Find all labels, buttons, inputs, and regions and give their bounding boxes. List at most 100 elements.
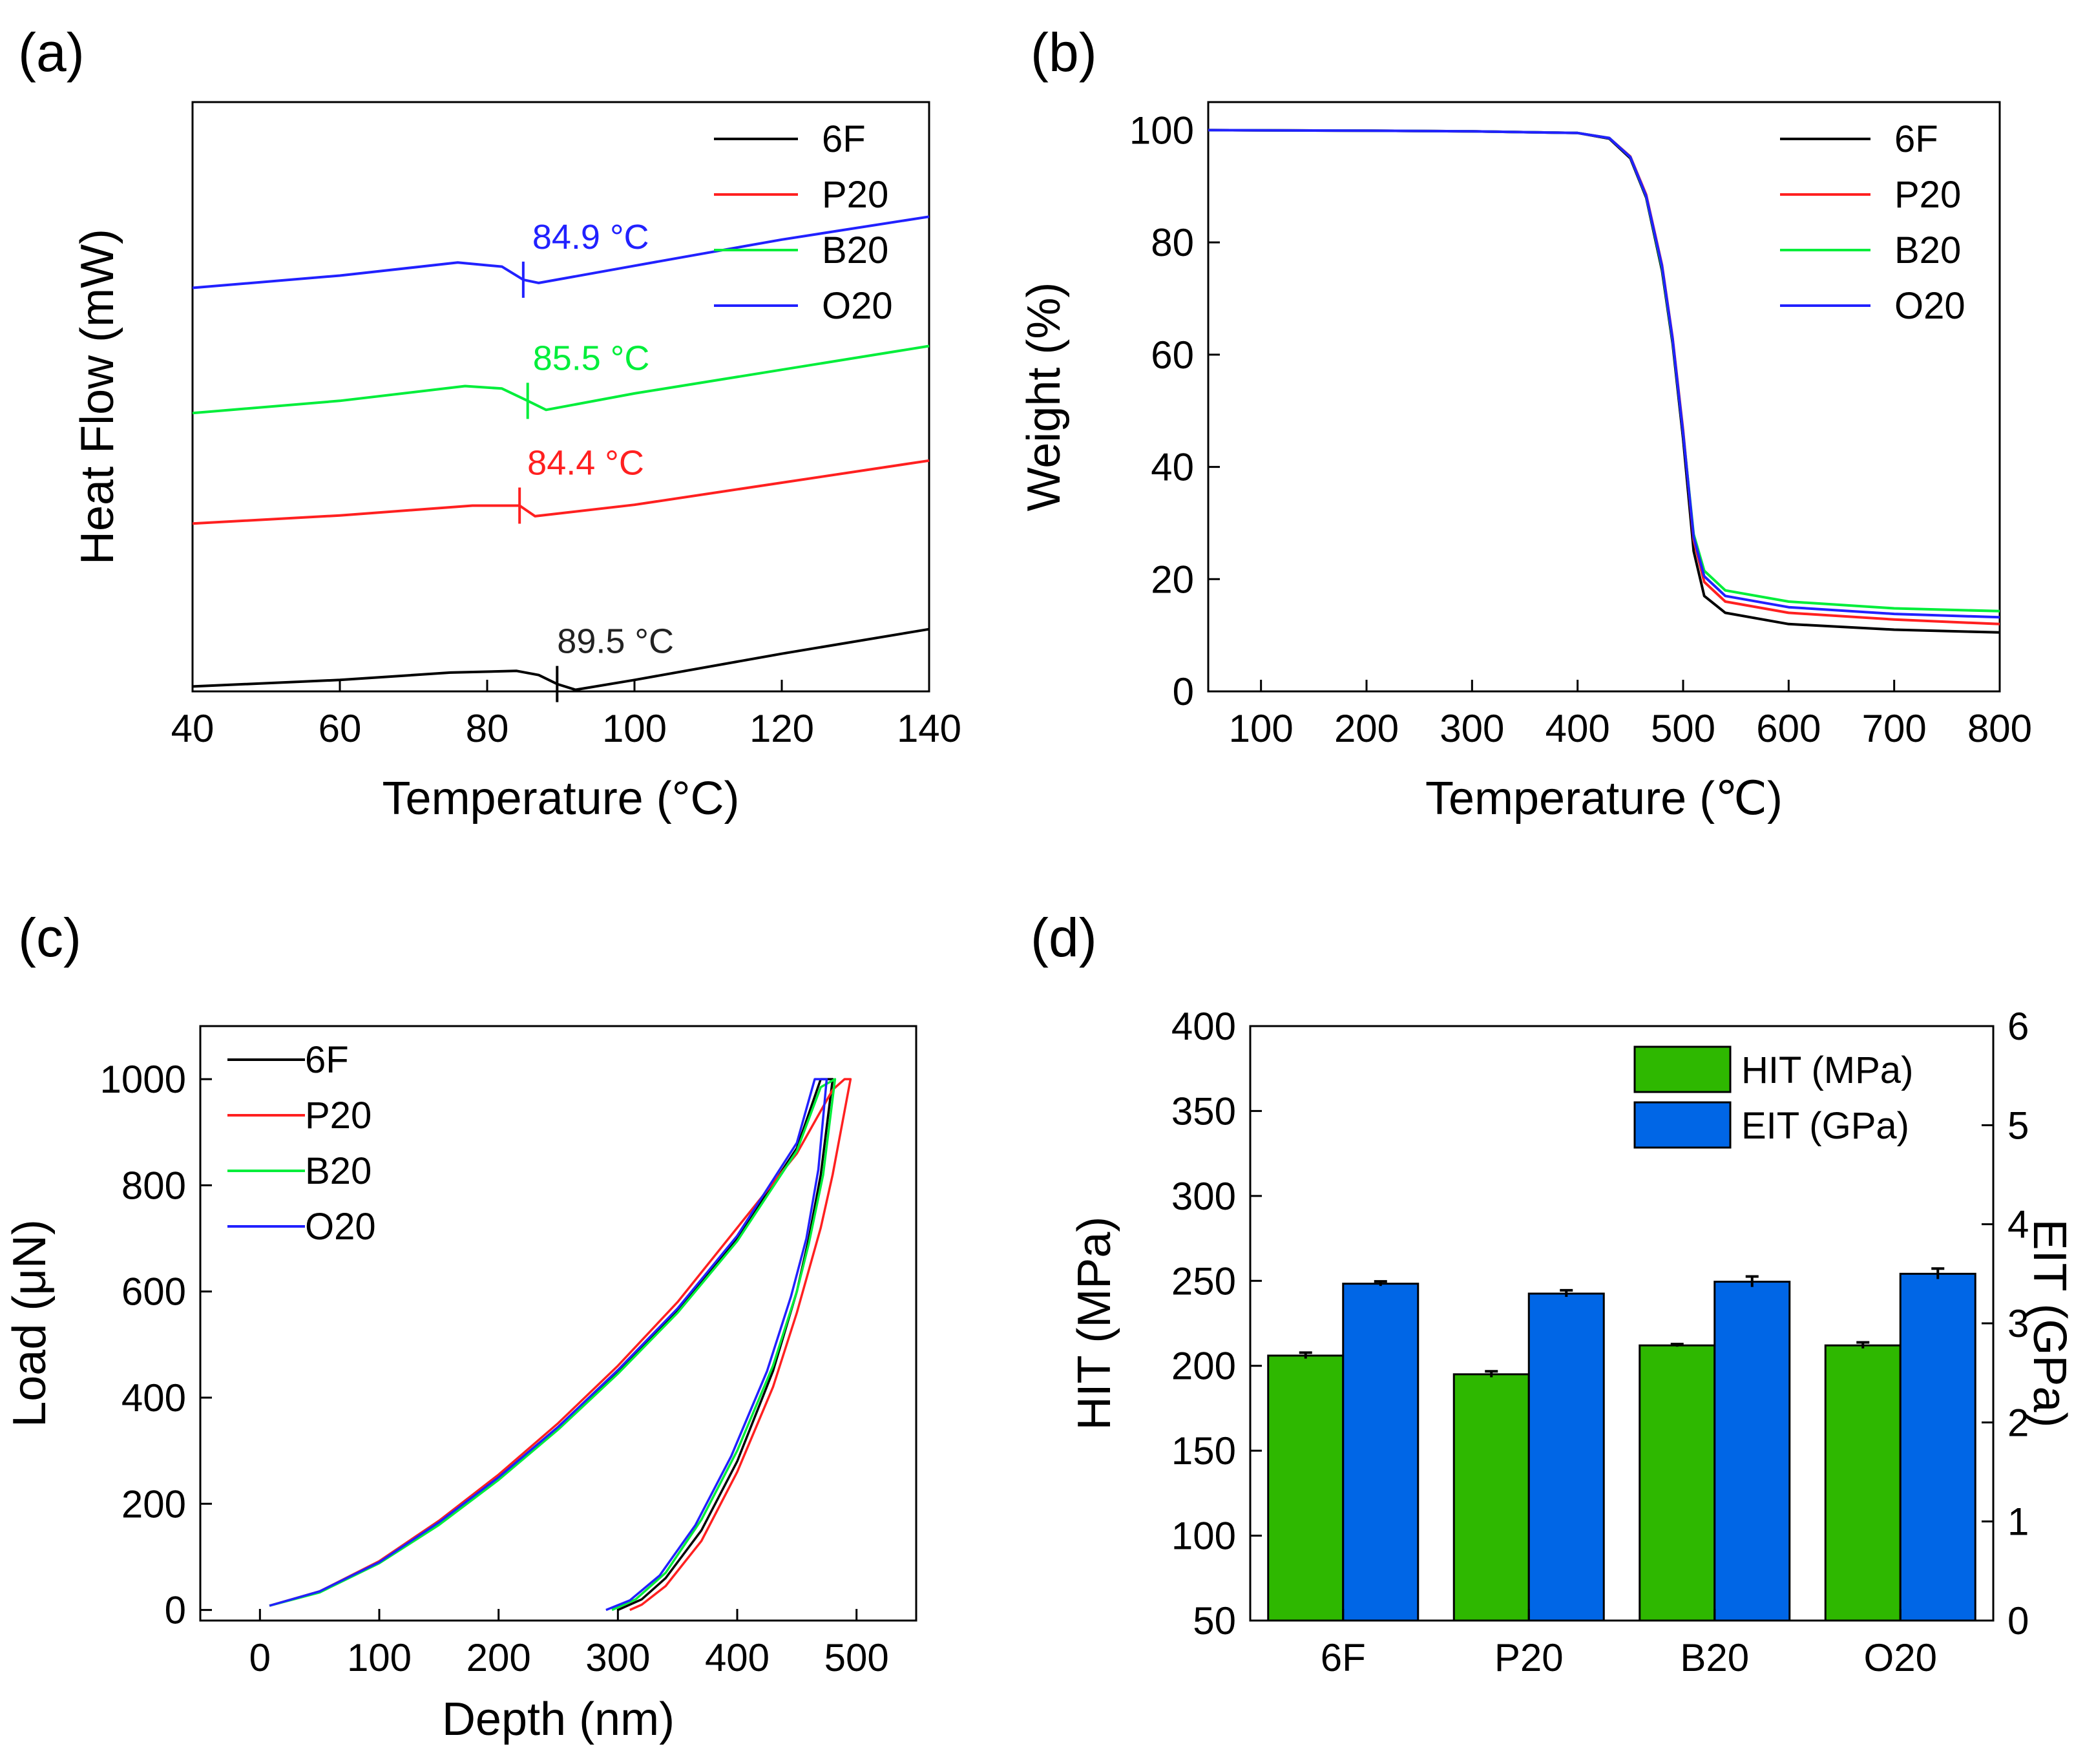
x-tick-label: 500 [824,1636,889,1679]
legend-label-o20: O20 [305,1206,376,1248]
y-tick-label: 800 [121,1164,186,1207]
legend-label-p20: P20 [305,1095,372,1137]
series-line-b20 [1208,129,2000,613]
x-axis-title: Depth (nm) [442,1694,675,1745]
y2-tick-label: 6 [2007,1005,2029,1048]
y-tick-label: 350 [1171,1089,1236,1133]
x-tick-label: 100 [1229,707,1294,750]
x-tick-label: 700 [1862,707,1927,750]
x-tick-label: 400 [705,1636,770,1679]
panel-label-b: (b) [1031,22,1097,83]
legend-label-6f: 6F [305,1039,349,1081]
chart-c-load-depth: 0 100 200 300 400 500 0 200 400 600 800 1000 Depth (… [4,1025,917,1745]
bar-eit-p20 [1527,1292,1605,1622]
y-tick-label: 200 [121,1482,186,1526]
series-line-o20 [1208,129,2000,619]
y-axis-title: HIT (MPa) [1069,1217,1120,1431]
tg-annotation-b20: 85.5 °C [533,339,650,377]
tg-annotation-o20: 84.9 °C [532,218,649,257]
legend-label-b20: B20 [822,229,888,271]
bar-hit-b20 [1639,1344,1716,1622]
y-tick-label: 1000 [100,1058,186,1101]
y2-tick-label: 1 [2007,1500,2029,1544]
y-tick-label: 400 [121,1376,186,1420]
legend-label-o20: O20 [1894,285,1965,327]
panel-label-d: (d) [1031,907,1097,968]
y-tick-label: 0 [165,1589,186,1632]
bar-eit-6f [1342,1283,1420,1622]
x-tick-label: 300 [1440,707,1504,750]
series-line-6f [192,627,930,691]
x-tick-label: 200 [1334,707,1399,750]
y-axis-title: Weight (%) [1018,282,1070,512]
x-tick-label: 80 [466,707,509,750]
x-tick-label: 800 [1967,707,2032,750]
y-tick-label: 80 [1151,221,1194,264]
y2-tick-label: 0 [2007,1599,2029,1643]
x-tick-label: 300 [585,1636,650,1679]
x-axis-title: Temperature (°C) [382,773,740,824]
y2-tick-label: 5 [2007,1104,2029,1147]
series-line-o20 [269,1078,828,1612]
tg-annotation-6f: 89.5 °C [557,622,674,661]
x-tick-label-b20: B20 [1680,1636,1749,1679]
legend-label-p20: P20 [822,174,888,216]
y-tick-label: 200 [1171,1345,1236,1388]
chart-b-weight: 100 200 300 400 500 600 700 800 0 20 40 60 80 100 Temp… [1018,101,2032,824]
y-tick-label: 250 [1171,1259,1236,1303]
y2-tick-label: 3 [2007,1302,2029,1345]
y2-tick-label: 4 [2007,1203,2029,1246]
y-axis-title: Heat Flow (mW) [72,229,123,565]
x-axis-title: Temperature (℃) [1425,773,1783,824]
legend-label-6f: 6F [1894,118,1938,160]
x-tick-label: 140 [897,707,961,750]
x-tick-label-p20: P20 [1494,1636,1564,1679]
series-line-p20 [269,1078,852,1612]
x-tick-label: 100 [347,1636,412,1679]
series-line-p20 [192,459,930,525]
panel-label-c: (c) [18,907,81,968]
series-line-b20 [269,1078,837,1612]
legend-swatch-eit [1633,1101,1732,1149]
y-tick-label: 100 [1129,109,1194,152]
plot-frame-c [199,1025,917,1622]
y-tick-label: 100 [1171,1515,1236,1558]
x-tick-label: 100 [602,707,667,750]
x-tick-label: 500 [1651,707,1715,750]
bar-hit-6f [1267,1354,1345,1622]
series-line-p20 [1208,129,2000,625]
x-tick-label: 40 [171,707,215,750]
legend-label-hit: HIT (MPa) [1741,1049,1913,1091]
y-tick-label: 0 [1173,670,1194,713]
x-tick-label: 200 [466,1636,531,1679]
y-tick-label: 400 [1171,1005,1236,1048]
y-axis-title: Load (μN) [4,1219,56,1427]
legend-label-o20: O20 [822,285,893,327]
y-tick-label: 50 [1193,1599,1236,1643]
legend-label-b20: B20 [1894,229,1961,271]
chart-a-heat-flow: 40 60 80 100 120 140 Temperature (°C) Heat Flow… [72,101,961,824]
y2-axis-title: EIT (GPa) [2024,1219,2075,1428]
legend-label-p20: P20 [1894,174,1961,216]
tg-annotation-p20: 84.4 °C [527,443,644,482]
legend-label-eit: EIT (GPa) [1741,1105,1909,1147]
x-tick-label: 600 [1756,707,1821,750]
y-tick-label: 40 [1151,446,1194,489]
y-tick-label: 150 [1171,1429,1236,1473]
x-tick-label: 120 [749,707,814,750]
bar-eit-o20 [1899,1272,1976,1622]
y-tick-label: 60 [1151,333,1194,377]
plot-frame-a [191,101,930,693]
bar-hit-o20 [1824,1344,1902,1622]
x-tick-label: 60 [319,707,362,750]
y2-tick-label: 2 [2007,1401,2029,1444]
series-line-6f [1208,129,2000,634]
bar-eit-b20 [1713,1281,1791,1622]
legend-swatch-hit [1633,1045,1732,1093]
y-tick-label: 600 [121,1270,186,1314]
x-tick-label: 400 [1545,707,1610,750]
x-tick-label-o20: O20 [1864,1636,1937,1679]
plot-frame-b [1207,101,2001,693]
panel-label-a: (a) [18,22,85,83]
